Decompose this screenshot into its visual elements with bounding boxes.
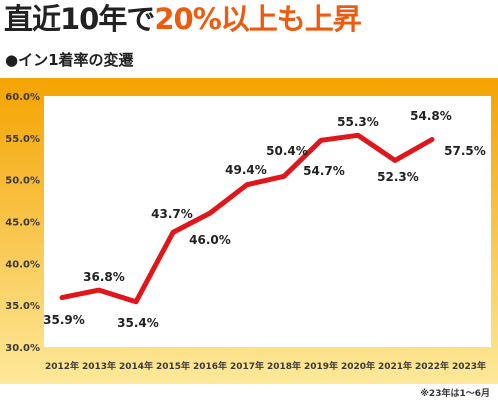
y-axis-ticks: 60.0% 55.0% 50.0% 45.0% 40.0% 35.0% 30.0% <box>5 92 40 354</box>
x-tick-label: 2022年 <box>415 360 449 372</box>
series-line <box>59 132 435 305</box>
headline-part-2: 20%以上も上昇 <box>154 2 361 36</box>
line-chart: 60.0% 55.0% 50.0% 45.0% 40.0% 35.0% 30.0% 2012… <box>0 78 498 384</box>
x-tick-label: 2017年 <box>230 360 264 372</box>
data-labels: 35.9% 36.8% 35.4% 43.7% 46.0% 49.4% 50.4% 54.7%… <box>43 109 486 330</box>
x-tick-label: 2023年 <box>452 360 486 372</box>
y-tick-label: 40.0% <box>5 259 40 270</box>
x-tick-label: 2015年 <box>156 360 190 372</box>
x-tick-label: 2020年 <box>341 360 375 372</box>
x-tick-label: 2018年 <box>267 360 301 372</box>
data-label: 36.8% <box>83 270 125 284</box>
data-label: 50.4% <box>266 144 308 158</box>
data-label: 54.7% <box>303 164 345 178</box>
data-label: 43.7% <box>151 207 193 221</box>
x-tick-label: 2013年 <box>82 360 116 372</box>
headline: 直近10年で20%以上も上昇 <box>4 1 362 37</box>
x-tick-label: 2016年 <box>193 360 227 372</box>
data-label: 49.4% <box>225 163 267 177</box>
data-label: 35.9% <box>43 313 85 327</box>
y-tick-label: 45.0% <box>5 218 40 229</box>
data-label: 57.5% <box>444 144 486 158</box>
data-label: 35.4% <box>117 316 159 330</box>
data-label: 52.3% <box>377 170 419 184</box>
data-label: 46.0% <box>189 233 231 247</box>
footnote: ※23年は1～6月 <box>420 389 490 399</box>
y-tick-label: 55.0% <box>5 134 40 145</box>
x-tick-label: 2021年 <box>378 360 412 372</box>
data-label: 54.8% <box>410 109 452 123</box>
headline-part-1: 直近10年で <box>4 2 155 36</box>
x-tick-label: 2012年 <box>45 360 79 372</box>
x-tick-label: 2014年 <box>119 360 153 372</box>
x-tick-label: 2019年 <box>304 360 338 372</box>
chart-subtitle: ●イン1着率の変遷 <box>5 51 134 69</box>
plot-area <box>44 96 491 347</box>
data-label: 55.3% <box>337 115 379 129</box>
x-axis-ticks: 2012年 2013年 2014年 2015年 2016年 2017年 2018年 2019年… <box>45 360 486 372</box>
y-tick-label: 60.0% <box>5 92 40 103</box>
y-tick-label: 50.0% <box>5 176 40 187</box>
y-tick-label: 30.0% <box>5 343 40 354</box>
y-tick-label: 35.0% <box>5 301 40 312</box>
